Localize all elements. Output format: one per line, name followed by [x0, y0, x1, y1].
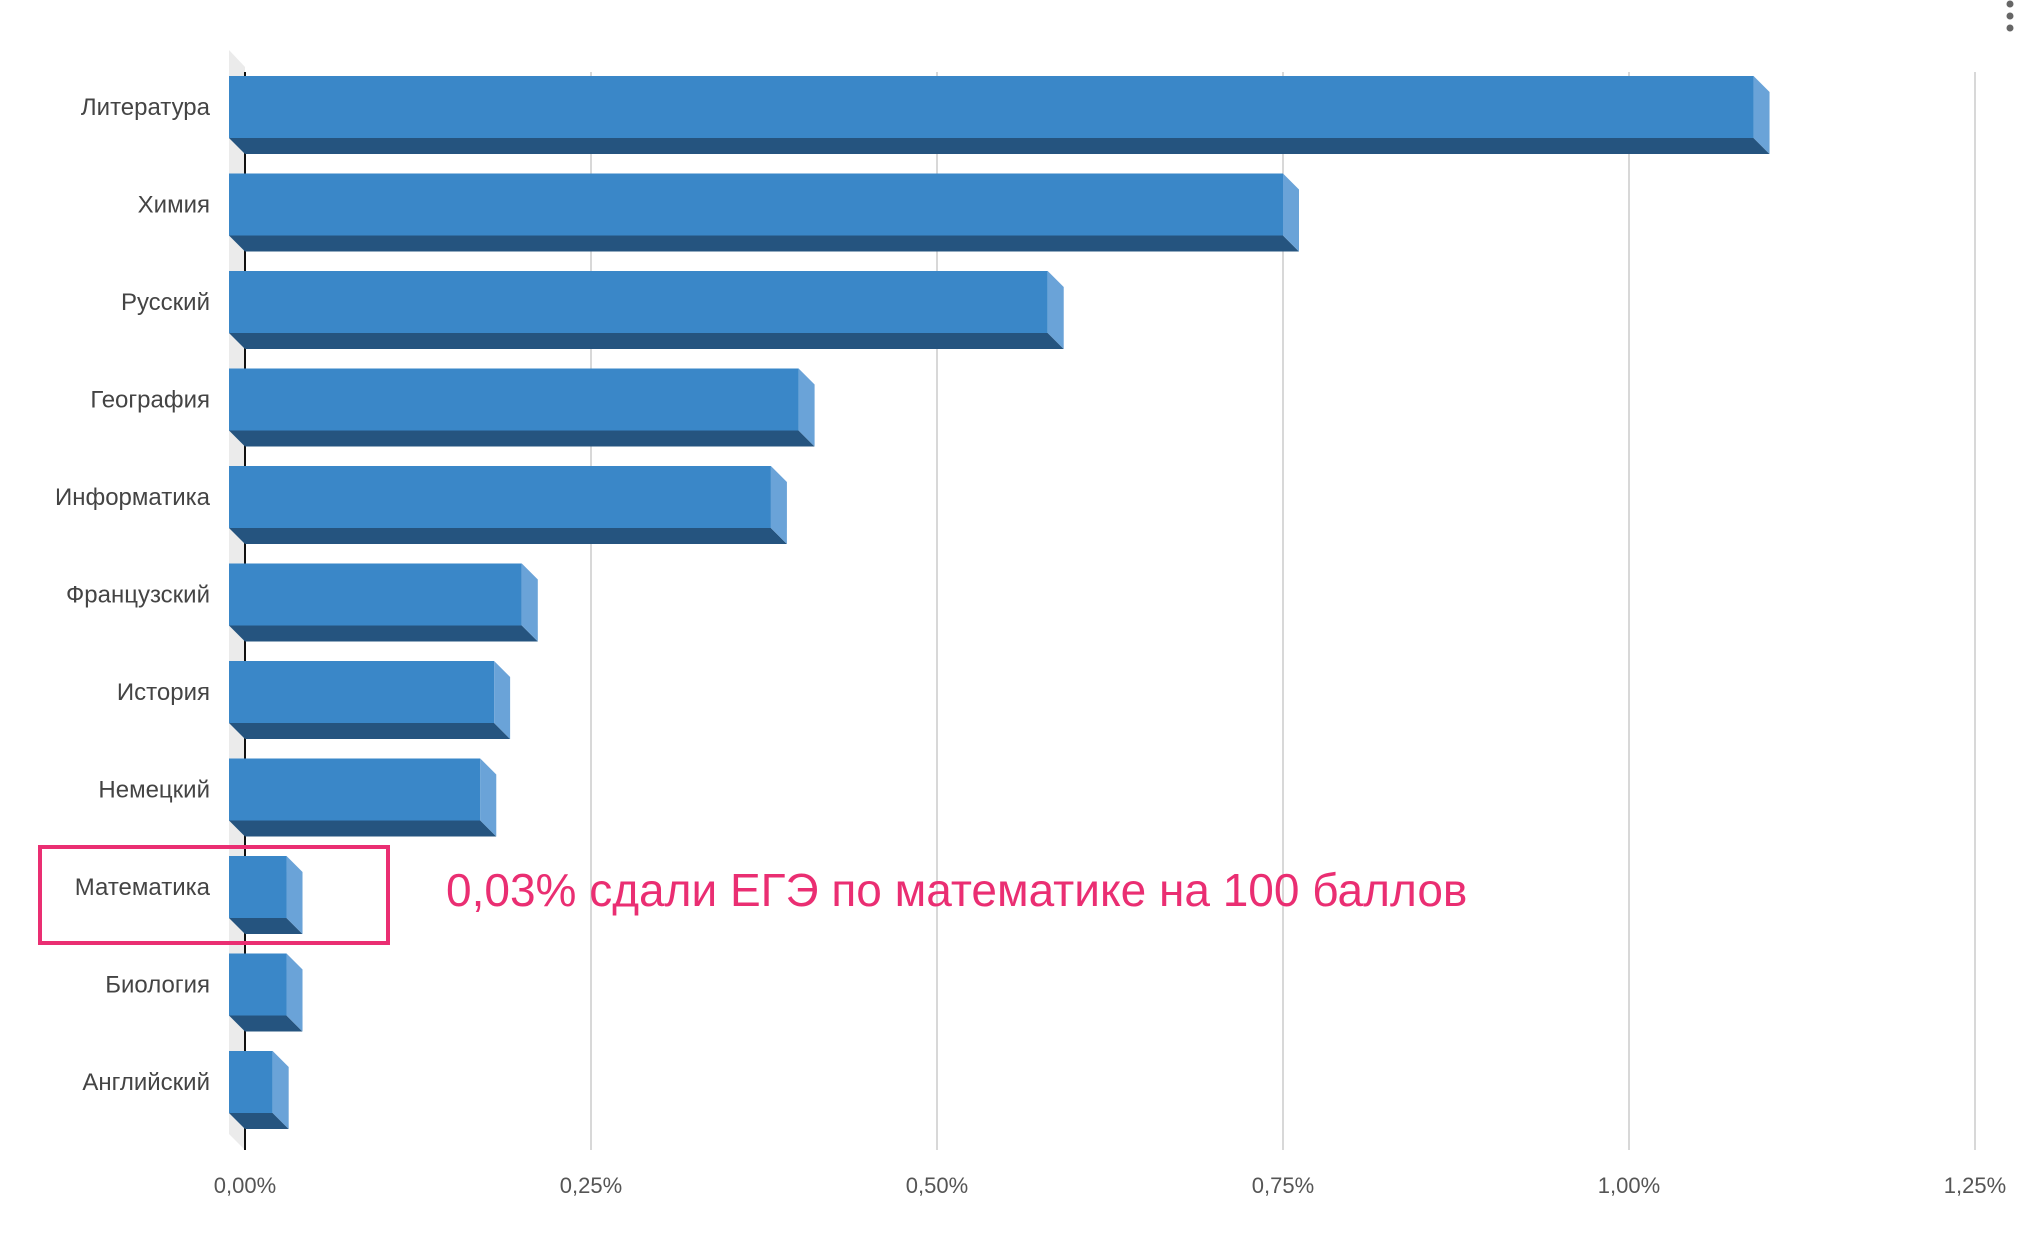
bar-bottom [229, 1113, 289, 1129]
bar-front [229, 661, 495, 723]
annotation: 0,03% сдали ЕГЭ по математике на 100 бал… [38, 845, 1467, 945]
bar-front [229, 76, 1754, 138]
bar-front [229, 563, 522, 626]
bar-bottom [229, 235, 1299, 252]
category-label: Французский [66, 582, 210, 609]
bar [229, 856, 303, 934]
bar-bottom [229, 138, 1770, 154]
bar-bottom [229, 430, 815, 447]
x-tick-label: 1,00% [1598, 1173, 1660, 1198]
category-label: Химия [138, 192, 210, 219]
category-label: Немецкий [98, 777, 210, 804]
annotation-text: 0,03% сдали ЕГЭ по математике на 100 бал… [446, 864, 1467, 916]
bars [229, 76, 1770, 1129]
bar-side [480, 758, 497, 837]
category-labels: Литература Химия Русский География Информати… [55, 94, 211, 1096]
x-tick-label: 0,00% [214, 1173, 276, 1198]
bar-side [521, 563, 538, 642]
bar-side [798, 368, 815, 447]
bar-front [229, 368, 799, 431]
bar-bottom [229, 918, 303, 934]
x-tick-label: 0,50% [906, 1173, 968, 1198]
category-label: Литература [81, 94, 211, 121]
category-label: Математика [75, 874, 211, 901]
bar-front [229, 173, 1283, 236]
bar [229, 368, 815, 447]
bar-front [229, 466, 771, 528]
bar-bottom [229, 333, 1064, 349]
bar [229, 758, 497, 837]
category-label: История [117, 679, 210, 706]
x-tick-label: 0,25% [560, 1173, 622, 1198]
bar [229, 563, 538, 642]
bar-side [286, 856, 303, 934]
x-tick-label: 1,25% [1944, 1173, 2006, 1198]
bar-front [229, 953, 287, 1016]
bar-front [229, 271, 1048, 333]
bar [229, 1051, 289, 1129]
category-label: География [90, 387, 210, 414]
bar-bottom [229, 625, 538, 642]
bar-bottom [229, 820, 497, 837]
category-label: Русский [121, 289, 210, 316]
bar [229, 953, 303, 1032]
bar-side [1283, 173, 1299, 252]
bar [229, 173, 1299, 252]
highlight-box [38, 845, 390, 945]
category-label: Информатика [55, 484, 211, 511]
bar-side [770, 466, 787, 544]
x-tick-labels: 0,00% 0,25% 0,50% 0,75% 1,00% 1,25% [214, 1173, 2006, 1198]
vertical-dots-menu-icon[interactable] [2006, 0, 2014, 32]
category-label: Биология [105, 972, 210, 999]
bar [229, 76, 1770, 154]
x-tick-label: 0,75% [1252, 1173, 1314, 1198]
bar-front [229, 856, 287, 918]
bar-side [1753, 76, 1770, 154]
bar-bottom [229, 723, 511, 739]
bar-side [1047, 271, 1064, 349]
bar-side [286, 953, 303, 1032]
bar-bottom [229, 1015, 303, 1032]
bar-bottom [229, 528, 787, 544]
bar-front [229, 758, 481, 821]
bar-front [229, 1051, 273, 1113]
bar [229, 466, 787, 544]
bar-side [272, 1051, 289, 1129]
bar [229, 661, 511, 739]
bar-side [494, 661, 511, 739]
bar [229, 271, 1064, 349]
category-label: Английский [82, 1069, 210, 1096]
